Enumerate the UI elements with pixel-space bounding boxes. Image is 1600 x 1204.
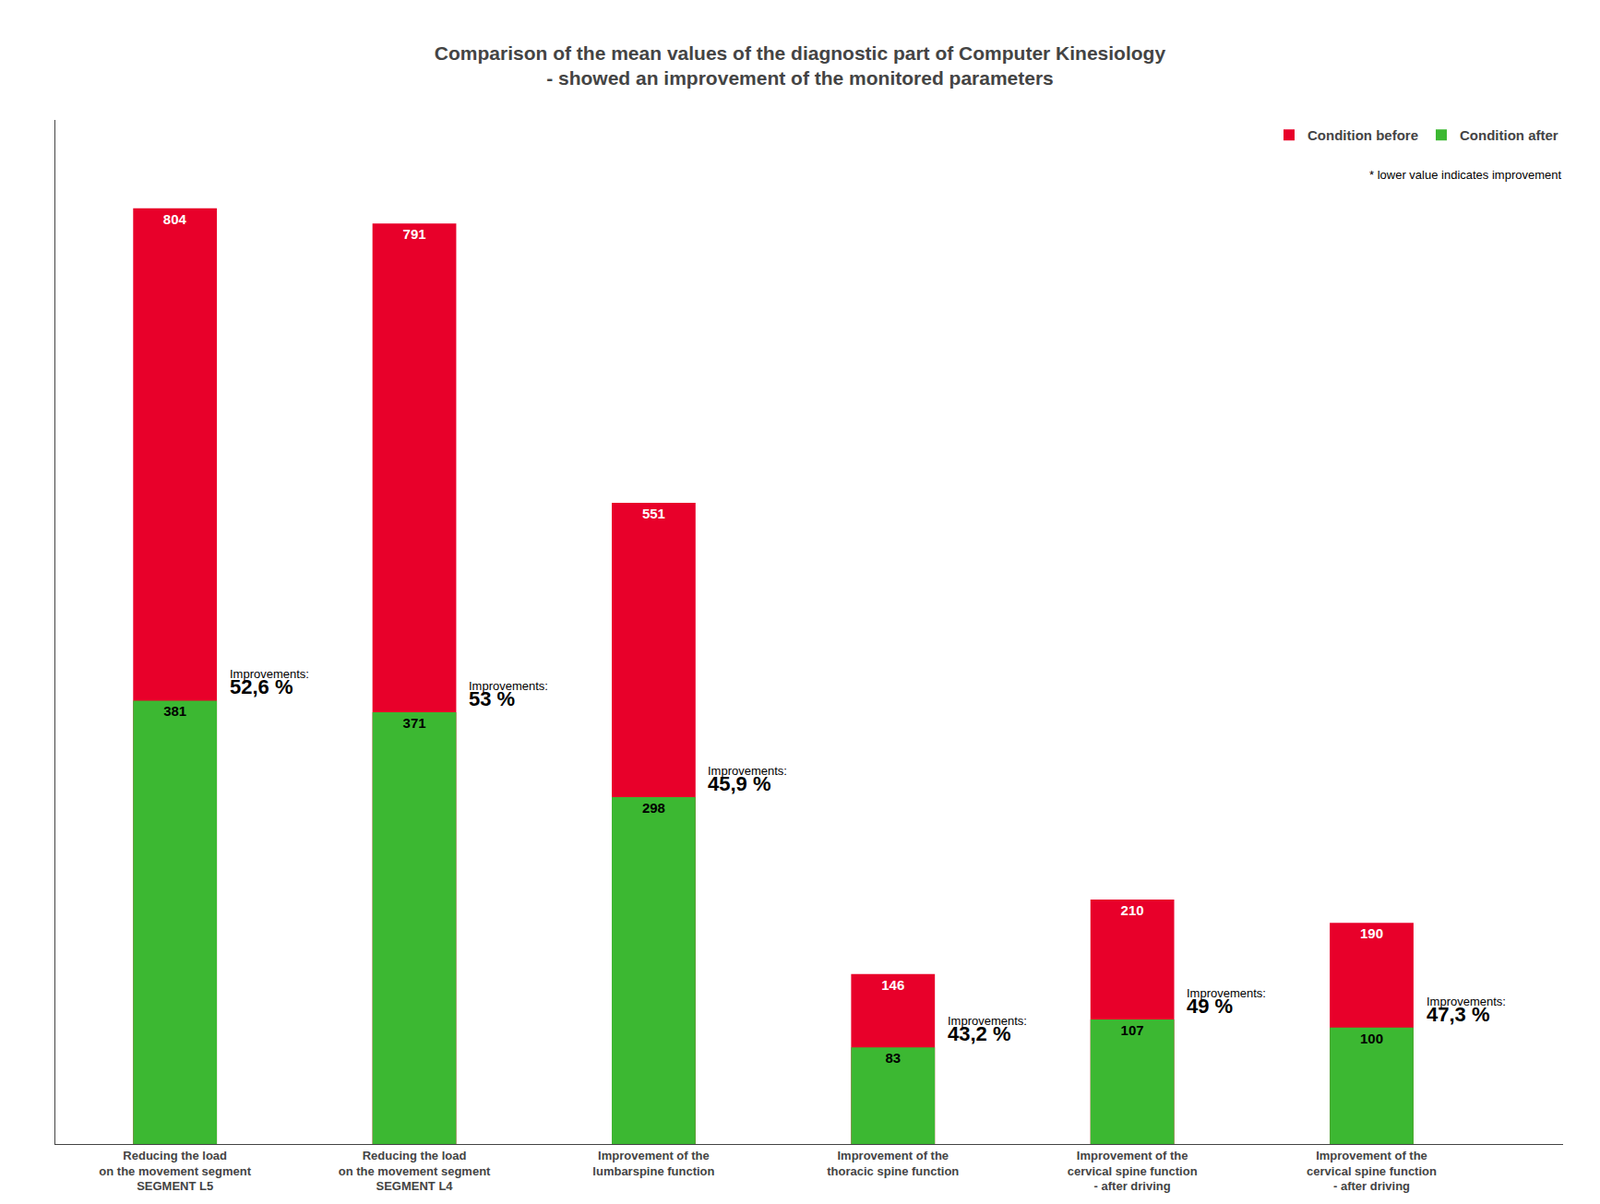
svg-text:Improvements:47,3 %: Improvements:47,3 % bbox=[1426, 994, 1506, 1027]
svg-text:Improvements:43,2 %: Improvements:43,2 % bbox=[947, 1014, 1027, 1046]
svg-text:83: 83 bbox=[884, 1050, 901, 1066]
svg-text:Condition after: Condition after bbox=[1459, 127, 1559, 144]
svg-text:Improvements:52,6 %: Improvements:52,6 % bbox=[229, 667, 310, 699]
svg-text:210: 210 bbox=[1121, 902, 1145, 919]
svg-text:371: 371 bbox=[403, 715, 427, 731]
svg-text:Reducing the loadon the moveme: Reducing the loadon the movement segment… bbox=[98, 1148, 251, 1195]
svg-text:Condition before: Condition before bbox=[1307, 127, 1419, 144]
svg-text:Comparison of the mean values: Comparison of the mean values of the dia… bbox=[434, 42, 1167, 89]
svg-text:Improvement of thecervical spi: Improvement of thecervical spine functio… bbox=[1306, 1148, 1437, 1195]
svg-text:146: 146 bbox=[881, 977, 905, 993]
svg-text:Reducing the loadon the moveme: Reducing the loadon the movement segment… bbox=[338, 1148, 491, 1195]
svg-text:Improvements:49 %: Improvements:49 % bbox=[1186, 986, 1266, 1018]
svg-text:381: 381 bbox=[163, 703, 187, 719]
svg-text:190: 190 bbox=[1360, 925, 1384, 942]
svg-text:551: 551 bbox=[642, 505, 666, 522]
svg-text:100: 100 bbox=[1360, 1030, 1384, 1047]
svg-text:298: 298 bbox=[642, 800, 666, 816]
svg-text:Improvements:53 %: Improvements:53 % bbox=[468, 679, 549, 711]
svg-text:Improvement of thecervical spi: Improvement of thecervical spine functio… bbox=[1067, 1148, 1198, 1195]
svg-text:Improvement of thelumbarspine: Improvement of thelumbarspine function bbox=[592, 1148, 715, 1179]
svg-text:107: 107 bbox=[1121, 1022, 1145, 1039]
svg-text:791: 791 bbox=[403, 226, 427, 242]
svg-text:Improvement of thethoracic spi: Improvement of thethoracic spine functio… bbox=[826, 1148, 959, 1179]
svg-text:* lower value indicates improv: * lower value indicates improvement bbox=[1369, 167, 1562, 182]
svg-text:804: 804 bbox=[163, 211, 188, 227]
svg-text:Improvements:45,9 %: Improvements:45,9 % bbox=[707, 764, 788, 796]
